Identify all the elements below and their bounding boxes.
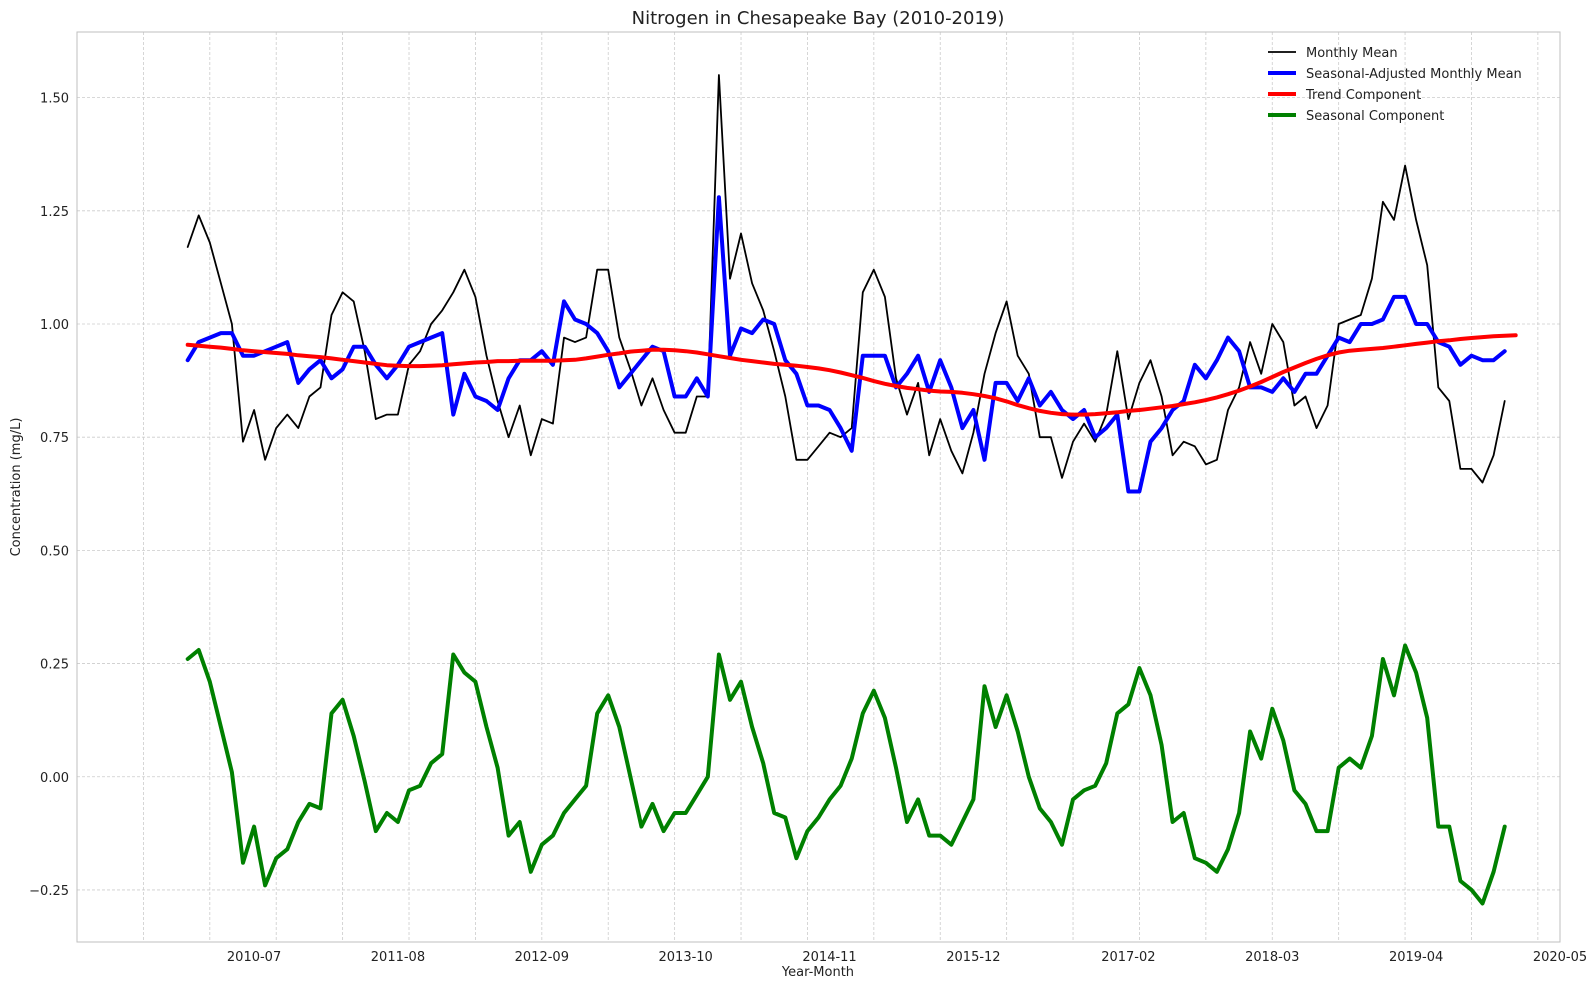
x-tick-label: 2019-04	[1389, 950, 1443, 965]
y-tick-label: 1.25	[40, 205, 69, 220]
y-axis-title: Concentration (mg/L)	[9, 418, 24, 557]
x-tick-label: 2014-11	[802, 950, 856, 965]
y-tick-label: 0.50	[40, 544, 69, 559]
y-tick-label: 0.25	[40, 658, 69, 673]
y-tick-label: 1.50	[40, 92, 69, 107]
legend-entry: Monthly Mean	[1306, 46, 1398, 61]
x-tick-label: 2010-07	[227, 950, 281, 965]
legend-entry: Seasonal-Adjusted Monthly Mean	[1306, 67, 1522, 82]
x-tick-label: 2018-03	[1245, 950, 1299, 965]
legend-entry: Trend Component	[1305, 88, 1421, 103]
series-line-4	[185, 643, 1507, 906]
series-line-3	[185, 333, 1518, 417]
x-tick-label: 2012-09	[515, 950, 569, 965]
x-tick-label: 2013-10	[659, 950, 713, 965]
x-tick-label: 2020-05	[1533, 950, 1587, 965]
y-tick-label: 0.00	[40, 771, 69, 786]
y-tick-label: −0.25	[29, 884, 69, 899]
series-line-1	[186, 74, 1506, 484]
axis-tick-labels: −0.25 0.00 0.25 0.50 0.75 1.00 1.25 1.50 2010-07…	[29, 92, 1587, 965]
y-tick-label: 1.00	[40, 318, 69, 333]
x-axis-title: Year-Month	[781, 965, 854, 980]
x-tick-label: 2015-12	[946, 950, 1000, 965]
chart-legend: Monthly Mean Seasonal-Adjusted Monthly Me…	[1268, 46, 1522, 124]
series-line-2	[185, 195, 1507, 494]
x-tick-label: 2017-02	[1101, 950, 1155, 965]
series-lines	[185, 74, 1518, 906]
x-tick-label: 2011-08	[371, 950, 425, 965]
plot-area-frame	[76, 31, 1561, 943]
legend-entry: Seasonal Component	[1306, 109, 1444, 124]
chart-title: Nitrogen in Chesapeake Bay (2010-2019)	[632, 8, 1005, 29]
y-tick-label: 0.75	[40, 431, 69, 446]
